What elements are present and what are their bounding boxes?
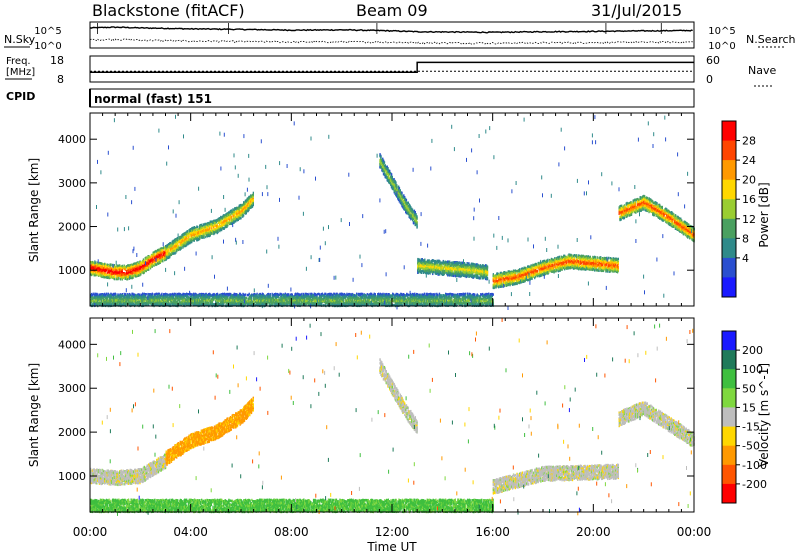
beam-title: Beam 09 — [356, 1, 428, 20]
station-title: Blackstone (fitACF) — [92, 1, 245, 20]
heatmap-cell — [199, 237, 200, 239]
nsearch-label: N.Search — [746, 33, 796, 46]
heatmap-cell — [118, 277, 119, 279]
noise-lines — [90, 23, 693, 44]
heatmap-cell — [110, 264, 111, 266]
heatmap-cell — [200, 233, 201, 235]
date-title: 31/Jul/2015 — [591, 1, 682, 20]
heatmap-cell — [181, 247, 182, 249]
heatmap-cell — [162, 260, 163, 262]
heatmap-cell — [114, 278, 115, 280]
radar-summary-figure: Blackstone (fitACF) Beam 09 31/Jul/2015 … — [0, 0, 800, 554]
heatmap-cell — [169, 256, 170, 258]
cpid-label: CPID — [6, 90, 35, 103]
noise-series-1 — [90, 39, 693, 44]
nave-bottom-tick: 0 — [706, 73, 713, 86]
heatmap-cell — [122, 269, 123, 271]
noise-series-0 — [90, 27, 693, 33]
heatmap-cell — [177, 239, 178, 241]
heatmap-cell — [203, 235, 204, 237]
heatmap-cell — [96, 274, 97, 276]
nsky-label: N.Sky — [4, 33, 36, 46]
nave-top-tick: 60 — [706, 54, 720, 67]
noise-top-tick-right: 10^5 — [708, 26, 735, 37]
heatmap-cell — [195, 228, 196, 230]
nave-label: Nave — [748, 64, 776, 77]
noise-bottom-tick: 10^0 — [34, 41, 61, 52]
noise-bottom-tick-right: 10^0 — [708, 41, 735, 52]
freq-panel-frame — [90, 56, 694, 82]
freq-bottom-tick: 8 — [57, 73, 64, 86]
power-data — [90, 115, 695, 310]
heatmap-cell — [197, 226, 198, 228]
heatmap-cell — [114, 275, 115, 277]
heatmap-cell — [168, 249, 169, 251]
freq-lines — [90, 62, 694, 72]
freq-label-line2: [MHz] — [6, 67, 35, 78]
freq-label-line1: Freq. — [6, 56, 31, 67]
noise-top-tick: 10^5 — [34, 26, 61, 37]
noise-panel-frame — [90, 22, 694, 48]
cpid-value: normal (fast) 151 — [94, 92, 212, 106]
freq-top-tick: 18 — [50, 54, 64, 67]
